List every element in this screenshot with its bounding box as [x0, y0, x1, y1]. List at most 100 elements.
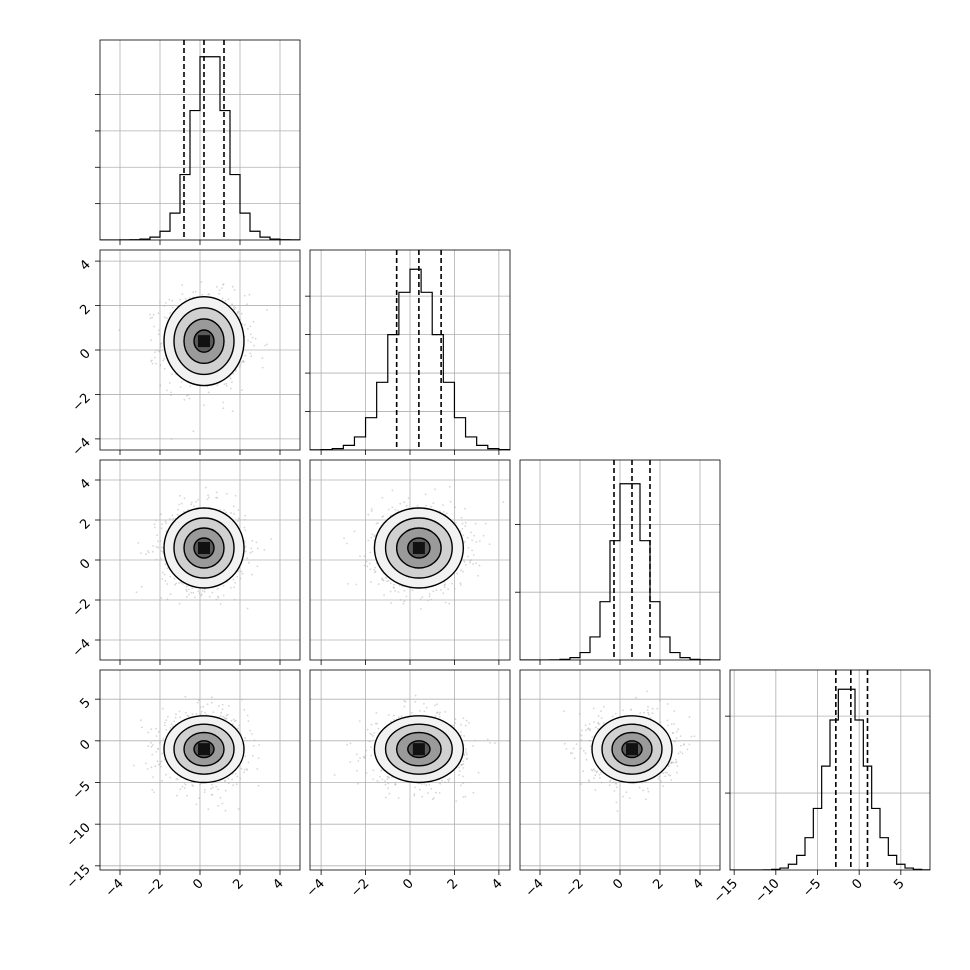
scatter-point	[246, 714, 249, 717]
scatter-point	[355, 753, 358, 756]
scatter-point	[371, 533, 374, 536]
x-tick-label: 4	[489, 876, 505, 892]
scatter-point	[477, 574, 479, 577]
scatter-point	[193, 505, 195, 508]
y-tick-label: 0	[77, 346, 93, 362]
scatter-point	[187, 394, 190, 397]
scatter-point	[397, 591, 400, 593]
scatter-point	[629, 797, 631, 799]
scatter-point	[192, 291, 195, 294]
scatter-point	[150, 745, 153, 748]
scatter-point	[235, 719, 237, 722]
scatter-point	[366, 728, 369, 731]
scatter-point	[250, 547, 253, 550]
panel-3-0: −4 −2 0 2 4−15−10−505	[64, 669, 301, 900]
scatter-point	[436, 703, 438, 706]
scatter-point	[166, 598, 169, 601]
scatter-point	[425, 588, 427, 590]
scatter-point	[224, 789, 227, 792]
scatter-point	[356, 769, 358, 772]
scatter-point	[186, 794, 188, 797]
scatter-point	[240, 361, 243, 364]
scatter-point	[647, 705, 649, 708]
scatter-point	[222, 401, 225, 404]
scatter-point	[266, 343, 268, 346]
scatter-point	[203, 590, 206, 593]
scatter-point	[170, 723, 173, 726]
scatter-point	[165, 719, 168, 722]
scatter-point	[225, 382, 228, 385]
scatter-point	[667, 724, 669, 727]
scatter-point	[217, 804, 220, 807]
scatter-point	[207, 808, 210, 811]
scatter-point	[369, 568, 372, 571]
scatter-point	[430, 787, 433, 790]
scatter-point	[151, 316, 154, 319]
scatter-point	[437, 781, 440, 784]
scatter-point	[386, 580, 388, 583]
scatter-point	[427, 792, 429, 795]
scatter-point	[160, 765, 162, 768]
scatter-point	[465, 751, 467, 753]
scatter-point	[460, 516, 463, 519]
scatter-point	[240, 312, 243, 315]
scatter-point	[448, 485, 451, 488]
scatter-point	[367, 539, 370, 542]
scatter-point	[185, 588, 188, 591]
scatter-point	[676, 730, 678, 733]
scatter-point	[402, 602, 405, 605]
scatter-point	[357, 760, 360, 762]
scatter-point	[249, 341, 252, 343]
scatter-point	[247, 561, 250, 564]
scatter-point	[168, 298, 171, 301]
scatter-point	[160, 597, 163, 599]
scatter-point	[118, 329, 121, 331]
scatter-point	[163, 724, 166, 727]
scatter-point	[239, 364, 242, 367]
scatter-point	[233, 720, 236, 723]
scatter-point	[187, 715, 190, 717]
scatter-point	[445, 512, 448, 515]
scatter-point	[394, 590, 397, 592]
scatter-point	[386, 775, 389, 778]
scatter-point	[181, 284, 184, 286]
scatter-point	[475, 562, 477, 565]
scatter-point	[379, 775, 381, 778]
scatter-point	[443, 511, 445, 513]
scatter-point	[218, 292, 220, 295]
scatter-point	[219, 796, 222, 799]
scatter-point	[165, 773, 167, 776]
scatter-point	[194, 290, 197, 293]
scatter-point	[448, 602, 451, 605]
scatter-point	[362, 755, 365, 758]
scatter-point	[196, 701, 199, 704]
scatter-point	[161, 779, 164, 782]
scatter-point	[425, 784, 428, 787]
scatter-point	[147, 550, 149, 552]
scatter-point	[489, 742, 491, 744]
scatter-point	[221, 802, 224, 805]
scatter-point	[170, 394, 172, 397]
scatter-point	[370, 536, 373, 539]
scatter-point	[199, 783, 201, 786]
scatter-point	[243, 518, 246, 521]
scatter-point	[176, 778, 179, 781]
scatter-point	[426, 599, 429, 602]
scatter-point	[154, 351, 156, 354]
scatter-point	[346, 542, 348, 545]
scatter-point	[215, 786, 218, 788]
scatter-point	[468, 722, 470, 724]
scatter-point	[222, 407, 225, 410]
scatter-point	[190, 503, 193, 506]
scatter-point	[430, 505, 432, 508]
scatter-point	[464, 724, 467, 727]
scatter-point	[159, 540, 162, 542]
scatter-point	[160, 760, 163, 763]
scatter-point	[179, 716, 181, 719]
scatter-point	[231, 723, 234, 726]
scatter-point	[263, 548, 266, 551]
x-tick-label: −2	[143, 876, 167, 900]
scatter-point	[176, 513, 179, 516]
scatter-point	[598, 773, 601, 776]
scatter-point	[434, 715, 437, 717]
